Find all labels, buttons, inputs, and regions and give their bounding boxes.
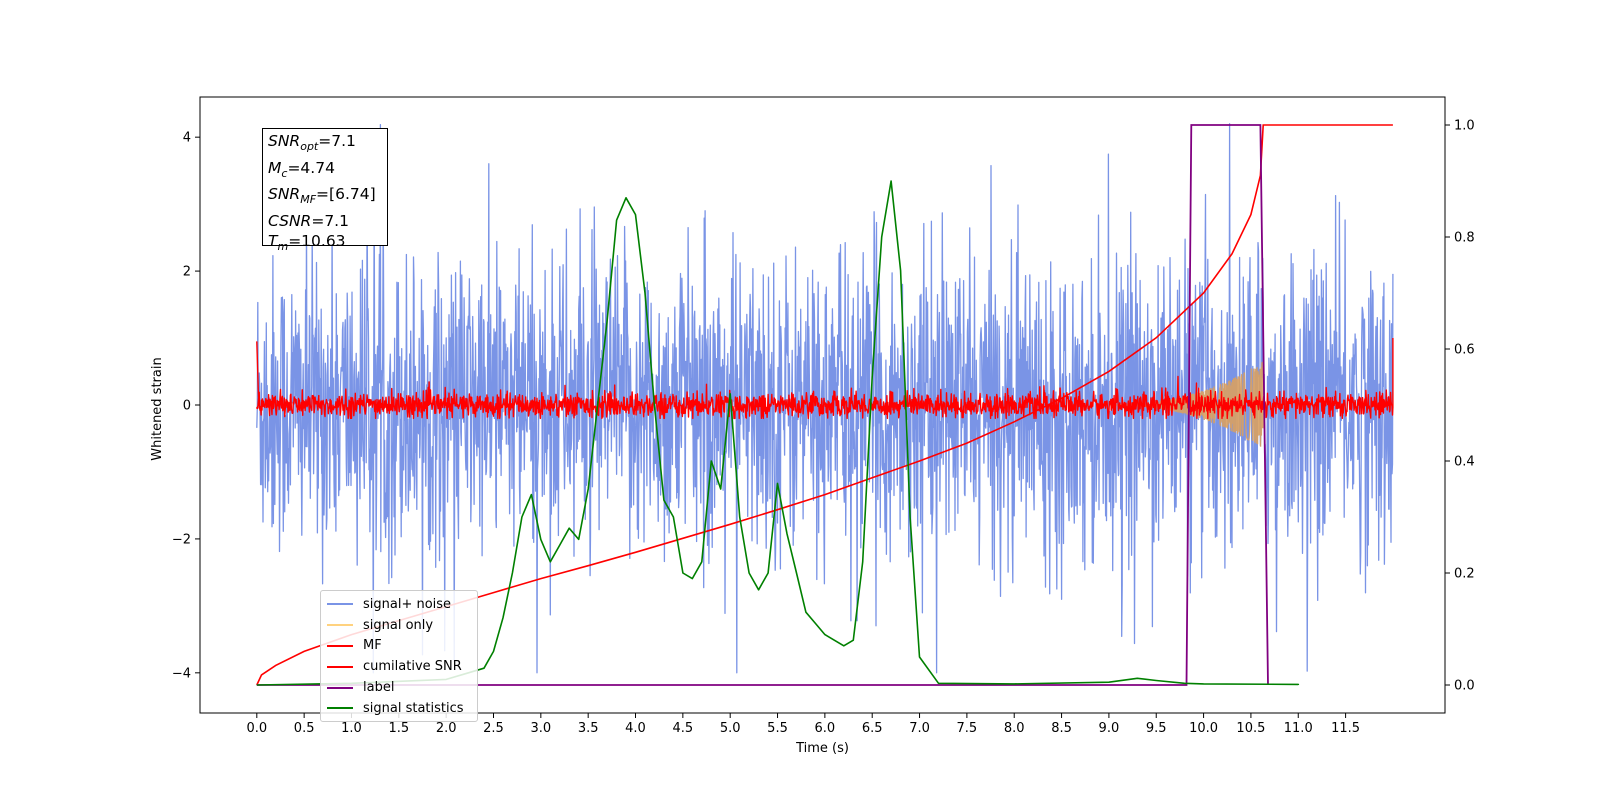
legend-label: signal+ noise bbox=[363, 596, 452, 612]
x-tick-label: 2.5 bbox=[483, 721, 504, 736]
legend-swatch bbox=[327, 624, 353, 627]
x-tick-label: 9.0 bbox=[1099, 721, 1120, 736]
legend-item: label bbox=[327, 677, 471, 698]
x-tick-label: 8.0 bbox=[1004, 721, 1025, 736]
legend-label: MF bbox=[363, 638, 382, 654]
x-tick-label: 10.5 bbox=[1236, 721, 1265, 736]
x-tick-label: 6.5 bbox=[862, 721, 883, 736]
info-var: SNR bbox=[268, 185, 301, 204]
y-axis-label: Whitened strain bbox=[150, 357, 165, 460]
info-sub: m bbox=[277, 240, 289, 254]
y2-tick-label: 0.6 bbox=[1454, 343, 1475, 358]
x-tick-label: 9.5 bbox=[1146, 721, 1167, 736]
x-tick-label: 0.5 bbox=[294, 721, 315, 736]
legend-label: cumilative SNR bbox=[363, 659, 462, 675]
axes: 0.0 0.5 1.0 1.5 2.0 2.5 3.0 3.5 4.0 4.5 5.0 5.5 6.0 6… bbox=[172, 96, 1475, 736]
x-tick-label: 3.5 bbox=[578, 721, 599, 736]
info-line: SNRMF=[6.74] bbox=[268, 184, 382, 211]
legend-swatch bbox=[327, 686, 353, 689]
x-tick-label: 6.0 bbox=[815, 721, 836, 736]
series-label bbox=[256, 124, 1269, 686]
info-sub: opt bbox=[300, 140, 319, 154]
y-tick-label: −2 bbox=[172, 532, 191, 547]
info-sub: MF bbox=[300, 193, 317, 207]
info-value: =10.63 bbox=[288, 232, 346, 251]
legend-swatch bbox=[327, 707, 353, 710]
y2-tick-label: 1.0 bbox=[1454, 119, 1475, 134]
y-tick-label: −4 bbox=[172, 666, 191, 681]
series-signal-statistics bbox=[256, 180, 1300, 686]
x-tick-label: 1.5 bbox=[388, 721, 409, 736]
legend-swatch bbox=[327, 665, 353, 668]
x-tick-label: 11.5 bbox=[1331, 721, 1360, 736]
legend-item: cumilative SNR bbox=[327, 656, 471, 677]
info-value: =4.74 bbox=[287, 158, 335, 177]
info-value: =[6.74] bbox=[316, 185, 376, 204]
y2-tick-label: 0.0 bbox=[1454, 679, 1475, 694]
series-mf bbox=[256, 338, 1394, 420]
y-tick-label: 0 bbox=[183, 399, 191, 414]
info-line: CSNR=7.1 bbox=[268, 211, 382, 232]
x-tick-label: 0.0 bbox=[246, 721, 267, 736]
info-var: CSNR bbox=[268, 211, 312, 230]
x-tick-label: 1.0 bbox=[341, 721, 362, 736]
x-tick-label: 5.5 bbox=[767, 721, 788, 736]
y2-tick-label: 0.4 bbox=[1454, 455, 1475, 470]
legend-swatch bbox=[327, 644, 353, 647]
info-sub: c bbox=[281, 166, 288, 180]
info-value: =7.1 bbox=[311, 211, 349, 230]
legend-label: label bbox=[363, 680, 395, 696]
x-tick-label: 2.0 bbox=[436, 721, 457, 736]
x-axis-label: Time (s) bbox=[795, 741, 849, 756]
x-tick-label: 11.0 bbox=[1284, 721, 1313, 736]
legend-label: signal statistics bbox=[363, 700, 464, 716]
y-tick-label: 2 bbox=[183, 265, 191, 280]
y2-tick-label: 0.2 bbox=[1454, 567, 1475, 582]
info-line: SNRopt=7.1 bbox=[268, 131, 382, 158]
info-line: Tm=10.63 bbox=[268, 231, 382, 258]
legend: signal+ noise signal only MF cumilative SNR… bbox=[320, 590, 478, 722]
snr-info-box: SNRopt=7.1 Mc=4.74 SNRMF=[6.74] CSNR=7.1 Tm=… bbox=[262, 128, 388, 253]
info-var: SNR bbox=[268, 132, 301, 150]
x-tick-label: 7.0 bbox=[909, 721, 930, 736]
legend-item: signal+ noise bbox=[327, 594, 471, 615]
y-tick-label: 4 bbox=[183, 131, 191, 146]
x-tick-label: 8.5 bbox=[1051, 721, 1072, 736]
legend-swatch bbox=[327, 603, 353, 606]
info-value: =7.1 bbox=[318, 132, 356, 150]
legend-label: signal only bbox=[363, 617, 434, 633]
info-line: Mc=4.74 bbox=[268, 158, 382, 185]
x-tick-label: 7.5 bbox=[957, 721, 978, 736]
legend-item: signal statistics bbox=[327, 698, 471, 719]
x-tick-label: 4.5 bbox=[673, 721, 694, 736]
info-var: M bbox=[268, 158, 282, 177]
x-tick-label: 5.0 bbox=[720, 721, 741, 736]
y2-tick-label: 0.8 bbox=[1454, 231, 1475, 246]
x-tick-label: 4.0 bbox=[625, 721, 646, 736]
x-tick-label: 3.0 bbox=[530, 721, 551, 736]
legend-item: signal only bbox=[327, 615, 471, 636]
series-signal-plus-noise bbox=[256, 123, 1394, 674]
info-var: T bbox=[268, 232, 278, 251]
x-tick-label: 10.0 bbox=[1189, 721, 1218, 736]
legend-item: MF bbox=[327, 636, 471, 657]
